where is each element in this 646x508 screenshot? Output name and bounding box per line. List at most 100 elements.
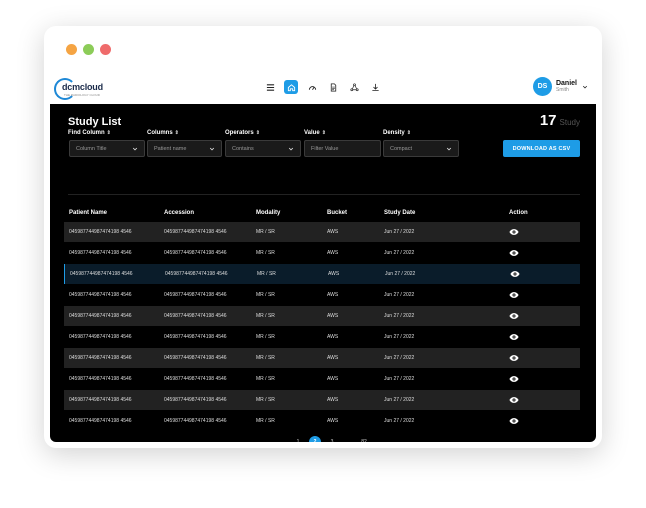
cell-patient-name: 045987744987474198 4546 bbox=[69, 397, 132, 403]
dashboard-icon bbox=[308, 85, 316, 90]
header-patient-name[interactable]: Patient Name bbox=[69, 210, 108, 216]
eye-icon[interactable] bbox=[509, 312, 519, 320]
share-icon bbox=[349, 82, 359, 91]
close-button[interactable] bbox=[100, 44, 111, 55]
operators-value: Contains bbox=[232, 145, 254, 152]
columns-value: Patient name bbox=[154, 145, 187, 152]
cell-patient-name: 045987744987474198 4546 bbox=[69, 355, 132, 361]
cell-accession: 045987744987474198 4546 bbox=[164, 334, 227, 340]
chevron-down-icon[interactable] bbox=[582, 84, 588, 90]
nav-dashboard[interactable] bbox=[305, 80, 319, 94]
cell-modality: MR / SR bbox=[256, 376, 275, 382]
home-icon bbox=[287, 83, 295, 91]
table-row[interactable]: 045987744987474198 4546 04598774498747419… bbox=[64, 222, 580, 242]
cell-accession: 045987744987474198 4546 bbox=[164, 250, 227, 256]
cell-study-date: Jun 27 / 2022 bbox=[384, 229, 415, 235]
chevron-down-icon bbox=[209, 147, 215, 150]
pagination: 1 2 3... 82 bbox=[293, 436, 369, 442]
sort-icon: ⇕ bbox=[106, 130, 111, 136]
minimize-button[interactable] bbox=[66, 44, 77, 55]
table-row[interactable]: 045987744987474198 4546 04598774498747419… bbox=[64, 411, 580, 431]
sort-icon: ⇕ bbox=[321, 130, 326, 136]
columns-label: Columns ⇕ bbox=[147, 130, 179, 136]
cell-accession: 045987744987474198 4546 bbox=[164, 355, 227, 361]
eye-icon[interactable] bbox=[509, 354, 519, 362]
cell-bucket: AWS bbox=[327, 376, 339, 382]
table-body: 045987744987474198 4546 04598774498747419… bbox=[64, 222, 580, 432]
user-first-name: Daniel bbox=[555, 80, 577, 87]
nav-documents[interactable] bbox=[326, 80, 340, 94]
user-menu[interactable]: DS Daniel Smith bbox=[532, 77, 588, 96]
chevron-down-icon bbox=[446, 147, 452, 150]
density-label: Density ⇕ bbox=[383, 130, 411, 136]
download-csv-button[interactable]: DOWNLOAD AS CSV bbox=[503, 140, 580, 157]
header-bucket[interactable]: Bucket bbox=[327, 210, 348, 216]
cell-bucket: AWS bbox=[328, 271, 340, 277]
eye-icon[interactable] bbox=[509, 333, 519, 341]
app-header: dcmcloud THE RADIOLOGY CLOUD bbox=[50, 76, 596, 104]
menu-icon bbox=[266, 83, 274, 91]
cell-bucket: AWS bbox=[327, 355, 339, 361]
cell-accession: 045987744987474198 4546 bbox=[165, 271, 228, 277]
table-row[interactable]: 045987744987474198 4546 04598774498747419… bbox=[64, 264, 580, 284]
find-column-select[interactable]: Column Title bbox=[69, 140, 145, 157]
divider bbox=[68, 194, 580, 195]
header-modality[interactable]: Modality bbox=[256, 210, 281, 216]
eye-icon[interactable] bbox=[509, 417, 519, 425]
window-controls bbox=[66, 44, 111, 55]
table-row[interactable]: 045987744987474198 4546 04598774498747419… bbox=[64, 285, 580, 305]
table-row[interactable]: 045987744987474198 4546 04598774498747419… bbox=[64, 306, 580, 326]
header-action: Action bbox=[509, 210, 528, 216]
header-accession[interactable]: Accession bbox=[164, 210, 195, 216]
cell-accession: 045987744987474198 4546 bbox=[164, 376, 227, 382]
cell-patient-name: 045987744987474198 4546 bbox=[69, 313, 132, 319]
cell-study-date: Jun 27 / 2022 bbox=[384, 355, 415, 361]
page-button[interactable]: 3 bbox=[330, 439, 334, 442]
density-select[interactable]: Compact bbox=[383, 140, 459, 157]
avatar[interactable]: DS bbox=[532, 77, 552, 96]
page-button[interactable]: 2 bbox=[309, 436, 321, 442]
cell-accession: 045987744987474198 4546 bbox=[164, 292, 227, 298]
cell-study-date: Jun 27 / 2022 bbox=[384, 397, 415, 403]
nav-home[interactable] bbox=[284, 80, 298, 94]
cell-study-date: Jun 27 / 2022 bbox=[384, 250, 415, 256]
page-button[interactable]: 82 bbox=[361, 439, 367, 442]
eye-icon[interactable] bbox=[509, 375, 519, 383]
nav-share[interactable] bbox=[347, 80, 361, 94]
eye-icon[interactable] bbox=[509, 291, 519, 299]
cell-patient-name: 045987744987474198 4546 bbox=[69, 376, 132, 382]
logo[interactable]: dcmcloud THE RADIOLOGY CLOUD bbox=[54, 78, 103, 100]
nav-download[interactable] bbox=[368, 80, 382, 94]
page-button[interactable]: 1 bbox=[296, 439, 300, 442]
table-row[interactable]: 045987744987474198 4546 04598774498747419… bbox=[64, 390, 580, 410]
cell-modality: MR / SR bbox=[256, 334, 275, 340]
density-value: Compact bbox=[390, 145, 413, 152]
table-row[interactable]: 045987744987474198 4546 04598774498747419… bbox=[64, 348, 580, 368]
table-row[interactable]: 045987744987474198 4546 04598774498747419… bbox=[64, 243, 580, 263]
columns-select[interactable]: Patient name bbox=[147, 140, 222, 157]
pagination-ellipsis: ... bbox=[345, 439, 351, 442]
cell-modality: MR / SR bbox=[256, 250, 275, 256]
app-window: dcmcloud THE RADIOLOGY CLOUD bbox=[44, 26, 602, 448]
find-column-value: Column Title bbox=[76, 145, 107, 152]
eye-icon[interactable] bbox=[509, 396, 519, 404]
cell-modality: MR / SR bbox=[256, 418, 275, 424]
maximize-button[interactable] bbox=[83, 44, 94, 55]
table-header: Patient Name Accession Modality Bucket S… bbox=[64, 210, 580, 220]
eye-icon[interactable] bbox=[509, 249, 519, 257]
eye-icon[interactable] bbox=[510, 270, 520, 278]
table-row[interactable]: 045987744987474198 4546 04598774498747419… bbox=[64, 327, 580, 347]
cell-bucket: AWS bbox=[327, 418, 339, 424]
eye-icon[interactable] bbox=[509, 228, 519, 236]
cell-bucket: AWS bbox=[327, 397, 339, 403]
filter-value-input[interactable]: Filter Value bbox=[304, 140, 381, 157]
header-study-date[interactable]: Study Date bbox=[384, 210, 416, 216]
table-row[interactable]: 045987744987474198 4546 04598774498747419… bbox=[64, 369, 580, 389]
operators-label: Operators ⇕ bbox=[225, 130, 260, 136]
cell-patient-name: 045987744987474198 4546 bbox=[69, 250, 132, 256]
filter-value-placeholder: Filter Value bbox=[311, 145, 339, 152]
nav-menu[interactable] bbox=[263, 80, 277, 94]
operators-select[interactable]: Contains bbox=[225, 140, 301, 157]
cell-study-date: Jun 27 / 2022 bbox=[384, 313, 415, 319]
cell-modality: MR / SR bbox=[257, 271, 276, 277]
